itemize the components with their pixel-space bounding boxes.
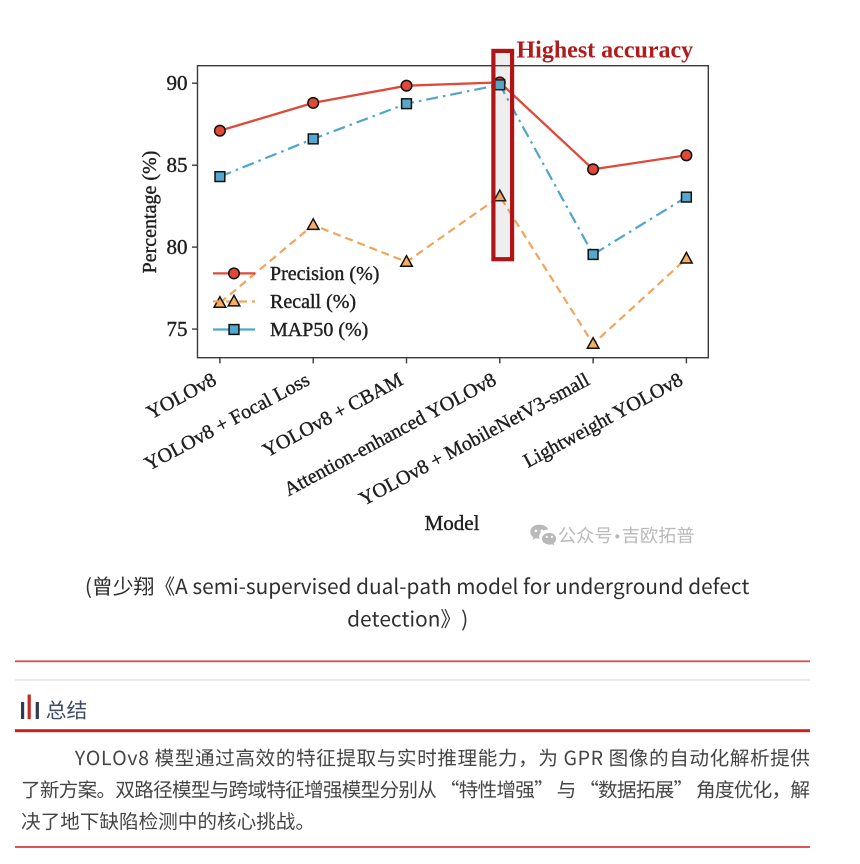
svg-text:YOLOv8: YOLOv8 — [143, 369, 220, 424]
svg-text:80: 80 — [167, 235, 188, 259]
svg-text:Recall (%): Recall (%) — [270, 291, 356, 313]
svg-text:Percentage (%): Percentage (%) — [139, 151, 161, 274]
svg-text:YOLOv8 + Focal Loss: YOLOv8 + Focal Loss — [141, 369, 314, 476]
svg-text:75: 75 — [167, 317, 188, 341]
svg-text:Lightweight YOLOv8: Lightweight YOLOv8 — [520, 369, 687, 473]
svg-text:MAP50 (%): MAP50 (%) — [270, 319, 368, 341]
svg-text:Highest accuracy: Highest accuracy — [517, 37, 694, 63]
svg-text:Model: Model — [425, 511, 480, 535]
svg-text:Precision (%): Precision (%) — [270, 263, 379, 285]
svg-text:90: 90 — [167, 71, 188, 95]
svg-text:85: 85 — [167, 153, 188, 177]
